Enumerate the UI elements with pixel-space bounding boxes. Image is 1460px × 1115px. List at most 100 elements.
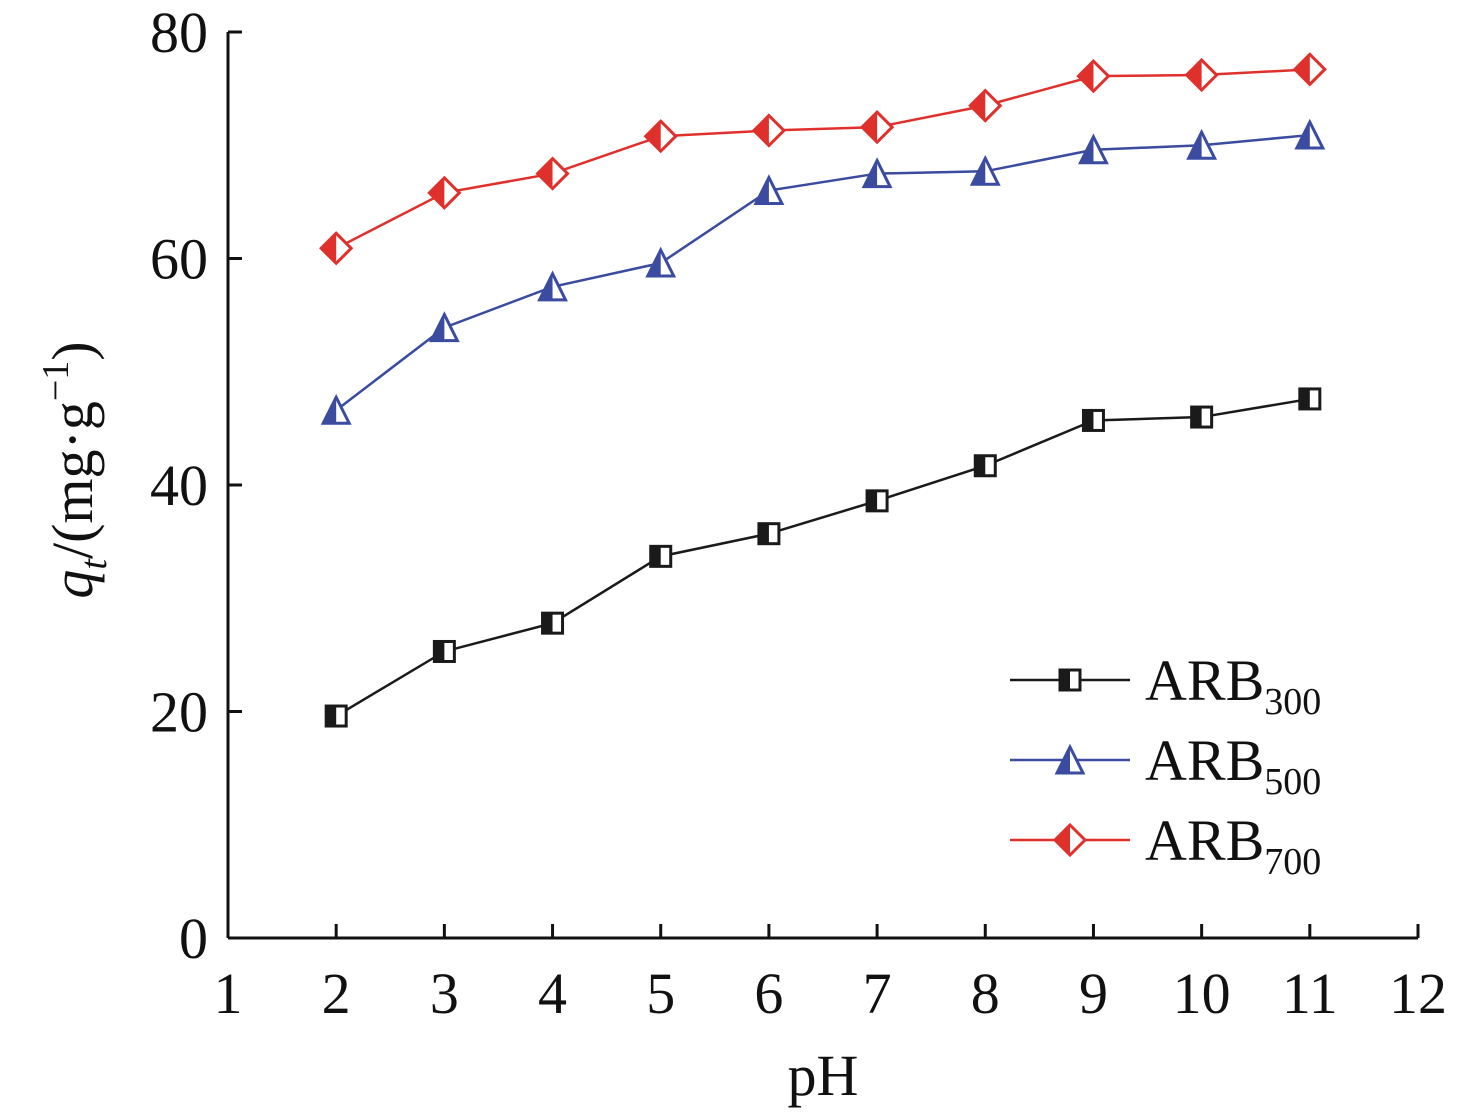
y-axis-title-units: /(mg·g — [40, 401, 105, 559]
x-tick-label: 10 — [1173, 961, 1231, 1026]
marker-half — [1191, 407, 1202, 428]
data-point — [1078, 133, 1109, 165]
data-point — [320, 393, 352, 425]
data-point — [1076, 59, 1111, 94]
marker-outline — [1081, 408, 1105, 432]
y-tick-label: 60 — [150, 227, 208, 292]
marker-outline — [859, 110, 895, 145]
y-axis-title-superscript: −1 — [35, 361, 77, 401]
legend-item-2: ARB700 — [1010, 808, 1321, 883]
data-point — [865, 489, 889, 513]
marker-outline — [537, 270, 568, 302]
legend-item-0: ARB300 — [1010, 648, 1321, 723]
legend-marker — [1052, 822, 1088, 858]
data-point — [1298, 387, 1322, 411]
data-point — [859, 110, 895, 145]
data-point — [1190, 405, 1214, 429]
legend-label-main: ARB — [1145, 728, 1264, 793]
marker-outline — [1184, 57, 1219, 93]
y-axis-title-var: q — [40, 570, 105, 599]
x-tick-label: 4 — [538, 961, 567, 1026]
data-point — [757, 522, 781, 546]
legend-label: ARB300 — [1145, 648, 1321, 723]
marker-half — [1296, 122, 1310, 149]
legend-marker — [1058, 668, 1082, 692]
marker-outline — [1076, 59, 1111, 94]
legend-label-subscript: 500 — [1264, 761, 1321, 803]
marker-outline — [751, 113, 787, 148]
marker-half — [758, 523, 769, 544]
marker-half — [645, 121, 661, 152]
y-axis-title: qt/(mg·g−1) — [35, 341, 115, 598]
data-point — [861, 157, 893, 189]
data-point — [1184, 57, 1219, 93]
x-tick-label: 9 — [1079, 961, 1108, 1026]
marker-outline — [1294, 118, 1326, 150]
marker-outline — [968, 88, 1003, 123]
marker-half — [1060, 670, 1070, 690]
marker-outline — [541, 611, 565, 635]
marker-outline — [757, 522, 781, 546]
y-tick-label: 40 — [150, 453, 208, 518]
y-axis-title-subscript: t — [73, 558, 115, 570]
marker-outline — [535, 156, 570, 191]
data-point — [1186, 128, 1218, 160]
data-point — [324, 704, 348, 728]
series-2 — [319, 52, 1327, 266]
marker-outline — [649, 544, 673, 568]
marker-half — [1186, 60, 1202, 91]
marker-half — [1299, 388, 1310, 409]
y-axis-title-close: ) — [40, 341, 105, 360]
marker-half — [862, 112, 878, 143]
x-axis-title: pH — [788, 1043, 859, 1108]
marker-half — [753, 115, 769, 146]
x-tick-label: 5 — [646, 961, 675, 1026]
data-point — [319, 231, 354, 266]
x-tick-label: 8 — [971, 961, 1000, 1026]
marker-half — [537, 158, 553, 189]
marker-half — [1055, 825, 1070, 855]
marker-outline — [645, 246, 677, 278]
series-line — [335, 397, 1311, 718]
data-point — [969, 154, 1001, 186]
data-point — [973, 454, 997, 478]
data-point — [1294, 118, 1326, 150]
data-point — [541, 611, 565, 635]
legend-label-main: ARB — [1145, 808, 1264, 873]
x-tick-label: 3 — [430, 961, 459, 1026]
marker-half — [970, 90, 986, 121]
marker-outline — [427, 175, 462, 210]
marker-outline — [432, 639, 456, 663]
marker-outline — [1052, 822, 1088, 858]
x-tick-label: 1 — [214, 961, 243, 1026]
marker-half — [434, 641, 445, 662]
marker-outline — [1292, 52, 1327, 87]
marker-half — [650, 546, 661, 567]
x-tick-label: 2 — [322, 961, 351, 1026]
plot-area — [319, 52, 1327, 728]
marker-outline — [865, 489, 889, 513]
marker-outline — [1058, 668, 1082, 692]
x-tick-label: 6 — [754, 961, 783, 1026]
marker-outline — [1298, 387, 1322, 411]
marker-half — [326, 706, 337, 727]
data-point — [753, 174, 785, 206]
x-tick-label: 12 — [1389, 961, 1447, 1026]
legend-item-1: ARB500 — [1010, 728, 1321, 803]
marker-half — [1078, 61, 1094, 92]
data-point — [535, 156, 570, 191]
y-tick-label: 20 — [150, 680, 208, 745]
legend-marker — [1054, 743, 1086, 775]
marker-outline — [861, 157, 893, 189]
data-point — [968, 88, 1003, 123]
data-point — [537, 270, 568, 302]
marker-outline — [428, 311, 460, 343]
data-point — [645, 246, 677, 278]
y-tick-label: 0 — [179, 906, 208, 971]
marker-outline — [1054, 743, 1086, 775]
marker-outline — [1190, 405, 1214, 429]
legend-label-main: ARB — [1145, 648, 1264, 713]
marker-outline — [1186, 128, 1218, 160]
